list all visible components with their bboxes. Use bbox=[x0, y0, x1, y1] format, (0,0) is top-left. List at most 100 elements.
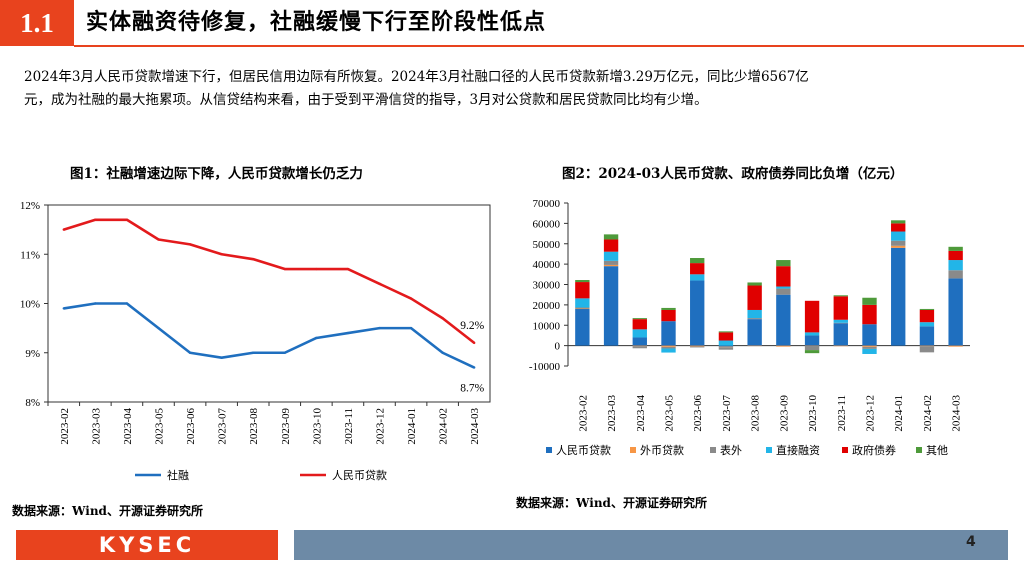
chart2-bar-segment bbox=[575, 308, 590, 346]
chart2-bar-segment bbox=[776, 266, 791, 287]
chart2-bar-segment bbox=[891, 240, 906, 246]
chart2-bar-segment bbox=[804, 300, 820, 333]
chart2-bar-segment bbox=[862, 297, 877, 305]
chart2-legend-label: 外币贷款 bbox=[640, 443, 684, 457]
chart2-bar-segment bbox=[776, 288, 791, 295]
chart2-bar-segment bbox=[833, 345, 848, 347]
chart1-data-point bbox=[409, 326, 413, 330]
chart2-x-tick-label: 2024-01 bbox=[893, 395, 905, 432]
chart2-bar-segment bbox=[776, 260, 791, 267]
chart2-bar-segment bbox=[804, 350, 820, 354]
kysec-logo: KYSEC bbox=[16, 530, 278, 560]
chart2-y-tick-label: 10000 bbox=[533, 320, 561, 332]
page-title: 实体融资待修复，社融缓慢下行至阶段性低点 bbox=[86, 10, 547, 35]
chart2-y-tick-label: -10000 bbox=[529, 361, 561, 373]
chart2-bar-segment bbox=[833, 296, 848, 320]
chart2-bar-segment bbox=[575, 280, 590, 283]
chart2-bar-segment bbox=[919, 308, 935, 310]
chart2-bar-segment bbox=[891, 231, 906, 241]
chart2-bar-segment bbox=[891, 247, 906, 346]
chart2-legend-swatch bbox=[710, 447, 716, 453]
chart1-series-line-0 bbox=[63, 302, 475, 369]
chart2-bar-segment bbox=[919, 326, 935, 346]
chart1-x-tick-label: 2024-03 bbox=[469, 408, 481, 445]
chart2-bar-segment bbox=[718, 340, 734, 346]
chart1-x-tick-label: 2023-04 bbox=[122, 408, 134, 445]
chart1-y-tick-label: 12% bbox=[20, 200, 40, 212]
chart1-x-tick-label: 2024-02 bbox=[438, 408, 450, 445]
chart2-legend-swatch bbox=[916, 447, 922, 453]
chart1-x-tick-label: 2023-06 bbox=[185, 408, 197, 445]
intro-paragraph: 2024年3月人民币贷款增速下行，但居民信用边际有所恢复。2024年3月社融口径… bbox=[24, 66, 1002, 112]
chart2-bar-segment bbox=[603, 251, 619, 261]
chart2-bar-segment bbox=[804, 335, 820, 346]
chart2-bar-segment bbox=[632, 345, 647, 347]
chart2-bar-segment bbox=[747, 285, 762, 310]
chart2-bar-segment bbox=[603, 234, 619, 240]
chart1-x-tick-label: 2023-02 bbox=[59, 408, 71, 445]
logo-text: KYSEC bbox=[98, 533, 196, 557]
chart1-x-tick-label: 2023-11 bbox=[343, 408, 355, 444]
chart2-x-tick-label: 2023-02 bbox=[577, 395, 589, 432]
chart2-y-tick-label: 60000 bbox=[533, 218, 561, 230]
chart1-x-tick-label: 2023-10 bbox=[311, 408, 323, 445]
chart1-data-point bbox=[220, 253, 223, 256]
chart1-x-tick-label: 2023-09 bbox=[280, 408, 292, 445]
section-number: 1.1 bbox=[0, 0, 74, 46]
chart1-data-point bbox=[409, 297, 413, 300]
chart2-bar-segment bbox=[919, 309, 935, 323]
chart1-data-point bbox=[378, 282, 381, 285]
chart1-data-point bbox=[62, 228, 65, 231]
chart2-bar-segment bbox=[603, 264, 619, 267]
chart2-bar-segment bbox=[690, 280, 705, 346]
chart2-bar-segment bbox=[747, 319, 762, 346]
chart1-y-tick-label: 11% bbox=[20, 249, 40, 261]
chart2-bar-segment bbox=[891, 245, 906, 248]
chart2-bar-segment bbox=[919, 322, 935, 327]
chart2-y-tick-label: 20000 bbox=[533, 300, 561, 312]
chart2-x-tick-label: 2023-10 bbox=[807, 395, 819, 432]
chart2-x-tick-label: 2023-08 bbox=[750, 395, 762, 432]
chart2-bar-segment bbox=[690, 345, 705, 347]
chart2-bar-segment bbox=[862, 345, 877, 347]
chart1-end-label: 9.2% bbox=[460, 320, 484, 332]
chart2-bar-segment bbox=[862, 324, 877, 346]
chart2-y-tick-label: 30000 bbox=[533, 280, 561, 292]
chart2-bar-segment bbox=[718, 331, 734, 333]
chart1-data-point bbox=[157, 326, 160, 330]
chart2-title: 图2：2024-03人民币贷款、政府债券同比负增（亿元） bbox=[562, 166, 904, 182]
chart2-bar-segment bbox=[603, 239, 619, 252]
chart2-x-tick-label: 2023-04 bbox=[635, 395, 647, 432]
chart2-legend-swatch bbox=[546, 447, 552, 453]
chart2-y-tick-label: 0 bbox=[555, 341, 561, 353]
chart2-bar-segment bbox=[661, 346, 676, 349]
chart2-y-tick-label: 40000 bbox=[533, 259, 561, 271]
chart2-bar-segment bbox=[718, 345, 734, 347]
chart1-data-point bbox=[252, 351, 255, 354]
chart1-data-point bbox=[62, 307, 65, 310]
chart2-x-tick-label: 2023-06 bbox=[692, 395, 704, 432]
chart2-x-tick-label: 2023-12 bbox=[865, 395, 877, 432]
chart2-bar-segment bbox=[690, 258, 705, 264]
chart2-x-tick-label: 2024-03 bbox=[951, 395, 963, 432]
chart1-data-point bbox=[94, 218, 97, 221]
chart2-bar-segment bbox=[862, 346, 877, 349]
chart2-stacked-bar-chart: -10000 0 10000 20000 30000 40000 50000 60000 700… bbox=[529, 198, 970, 457]
chart1-y-tick-label: 8% bbox=[25, 397, 40, 409]
chart2-legend-label: 表外 bbox=[720, 443, 742, 457]
chart2-bar-segment bbox=[603, 260, 619, 265]
chart2-source: 数据来源：Wind、开源证券研究所 bbox=[516, 496, 707, 510]
chart2-bar-segment bbox=[891, 220, 906, 224]
chart2-bar-segment bbox=[776, 286, 791, 289]
chart1-data-point bbox=[220, 356, 223, 359]
chart2-bar-segment bbox=[661, 309, 676, 322]
chart1-data-point bbox=[188, 351, 192, 354]
chart2-legend-label: 其他 bbox=[926, 444, 948, 457]
chart2-bar-segment bbox=[690, 346, 705, 348]
chart1-data-point bbox=[125, 302, 129, 305]
chart1-y-tick-label: 10% bbox=[20, 299, 40, 311]
chart2-x-tick-label: 2023-07 bbox=[721, 395, 733, 432]
chart2-legend-label: 直接融资 bbox=[776, 443, 820, 457]
chart1-data-point bbox=[252, 257, 255, 261]
chart1-source: 数据来源：Wind、开源证券研究所 bbox=[12, 504, 203, 518]
